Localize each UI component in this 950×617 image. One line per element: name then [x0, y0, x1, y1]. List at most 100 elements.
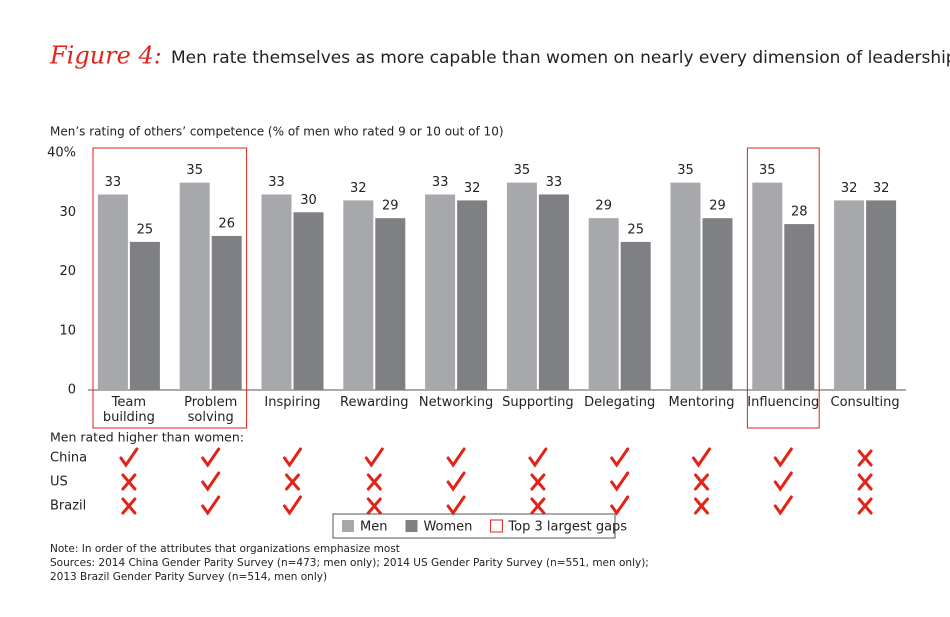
legend-label: Top 3 largest gaps [507, 520, 627, 535]
value-label: 32 [464, 181, 481, 196]
bar [588, 218, 619, 390]
y-tick-label: 0 [68, 383, 76, 398]
cross-mark [121, 473, 137, 491]
legend-label: Women [423, 520, 472, 535]
bar [293, 212, 324, 390]
cross-mark [285, 473, 300, 491]
value-label: 32 [873, 181, 890, 196]
chart-title: Men rate themselves as more capable than… [171, 48, 950, 68]
bar [97, 194, 128, 390]
value-label: 25 [627, 222, 644, 237]
value-label: 33 [546, 175, 563, 190]
note: Note: In order of the attributes that or… [50, 543, 400, 555]
x-tick-label: Mentoring [668, 395, 735, 410]
cross-mark [366, 473, 382, 491]
check-mark [610, 447, 630, 468]
y-tick-label: 30 [59, 205, 76, 220]
note: Sources: 2014 China Gender Parity Survey… [50, 557, 649, 569]
cross-mark [530, 497, 546, 515]
check-mark [201, 447, 221, 468]
bar [834, 200, 865, 390]
x-tick-label: Networking [418, 395, 494, 410]
value-label: 32 [841, 181, 858, 196]
x-tick-label: Consulting [830, 395, 900, 410]
value-label: 33 [105, 175, 122, 190]
highlight-box [746, 147, 820, 429]
bar [506, 182, 537, 390]
y-tick-label: 40% [47, 146, 76, 161]
legend-swatch [489, 519, 503, 533]
check-mark [119, 447, 139, 468]
bar [702, 218, 733, 390]
bar [670, 182, 701, 390]
bar [752, 182, 783, 390]
check-mark [692, 447, 711, 468]
check-mark [773, 447, 793, 468]
check-mark [201, 471, 221, 492]
check-mark [446, 447, 466, 468]
highlight-box [92, 147, 248, 429]
check-mark [446, 495, 466, 516]
row-label: China [50, 451, 87, 466]
bar [179, 182, 210, 390]
bar [211, 235, 242, 390]
legend-swatch [405, 520, 418, 532]
legend-label: Men [360, 520, 387, 535]
cross-mark [694, 497, 709, 515]
value-label: 25 [137, 222, 154, 237]
value-label: 29 [382, 199, 399, 214]
x-tick-label: Influencing [747, 395, 820, 410]
cross-mark [857, 449, 873, 467]
value-label: 29 [709, 199, 726, 214]
value-label: 33 [268, 175, 285, 190]
cross-mark [857, 473, 873, 491]
check-mark [773, 495, 793, 516]
value-label: 35 [514, 163, 531, 178]
note: 2013 Brazil Gender Parity Survey (n=514,… [50, 571, 328, 583]
x-tick-label: Inspiring [264, 395, 321, 410]
bar [343, 200, 374, 390]
y-tick-label: 20 [59, 264, 76, 279]
bar [620, 241, 651, 390]
value-label: 30 [300, 193, 317, 208]
x-tick-label: Supporting [502, 395, 574, 410]
bar [538, 194, 569, 390]
value-label: 35 [186, 163, 203, 178]
check-mark [364, 447, 384, 468]
check-mark [446, 471, 466, 492]
legend-frame [332, 513, 616, 539]
cross-mark [530, 473, 546, 491]
row-label: Brazil [50, 499, 86, 514]
row-label: US [50, 475, 68, 490]
check-mark [610, 471, 630, 492]
bar [425, 194, 456, 390]
x-tick-label: Team building [102, 395, 155, 425]
value-label: 28 [791, 205, 808, 220]
cross-mark [694, 473, 709, 491]
bar [784, 224, 815, 390]
figure-label: Figure 4: [49, 42, 162, 70]
cross-mark [366, 497, 382, 515]
legend-swatch [342, 520, 354, 532]
check-mark [283, 495, 302, 516]
y-tick-label: 10 [59, 323, 76, 338]
y-axis-label: Men’s rating of others’ competence (% of… [50, 125, 504, 139]
check-title: Men rated higher than women: [50, 430, 244, 445]
bar [129, 241, 160, 390]
value-label: 32 [350, 181, 367, 196]
value-label: 35 [677, 163, 694, 178]
value-label: 29 [595, 199, 612, 214]
value-label: 35 [759, 163, 776, 178]
value-label: 33 [432, 175, 449, 190]
x-tick-label: Problem solving [184, 395, 238, 425]
value-label: 26 [218, 216, 235, 231]
bar [375, 218, 406, 390]
check-mark [528, 447, 548, 468]
x-tick-label: Rewarding [340, 395, 409, 410]
bar [261, 194, 292, 390]
cross-mark [121, 497, 137, 515]
bar [866, 200, 897, 390]
cross-mark [857, 497, 873, 515]
check-mark [283, 447, 302, 468]
